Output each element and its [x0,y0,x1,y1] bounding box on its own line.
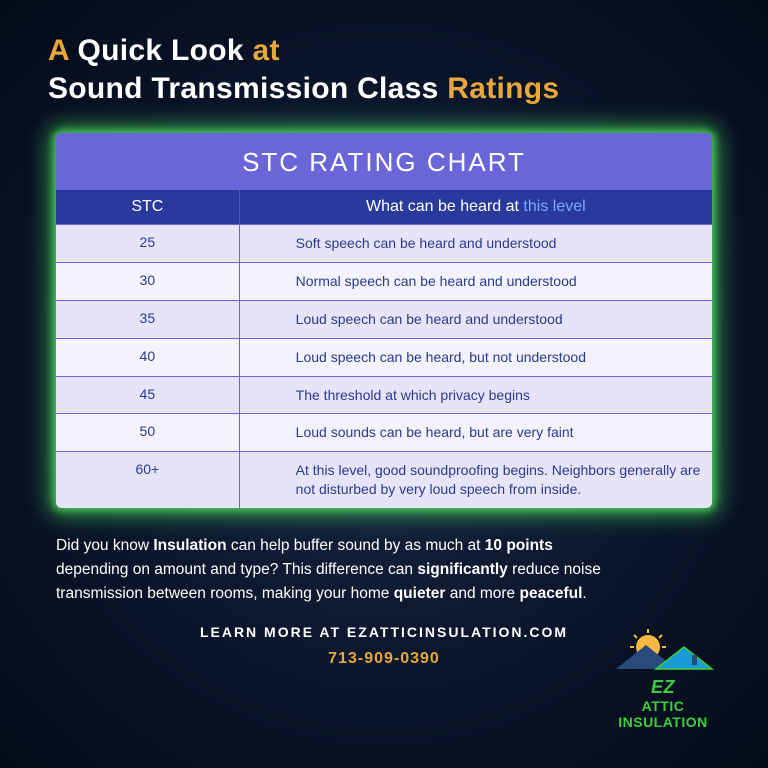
col-header-desc-prefix: What can be heard at [366,198,523,215]
chart-rows: 25Soft speech can be heard and understoo… [56,224,712,508]
page-title: A Quick Look at Sound Transmission Class… [48,32,720,107]
cell-stc: 35 [56,300,240,338]
col-header-desc: What can be heard at this level [240,190,712,224]
cell-stc: 45 [56,376,240,414]
cell-desc: Loud speech can be heard and understood [240,300,712,338]
chart-column-headers: STC What can be heard at this level [56,190,712,224]
title-part: Ratings [447,72,559,105]
title-part: A [48,34,69,67]
logo-graphic [608,625,718,679]
cell-desc: At this level, good soundproofing begins… [240,451,712,508]
body-paragraph: Did you know Insulation can help buffer … [56,534,616,606]
logo-ez: EZ [651,677,675,697]
cell-stc: 50 [56,413,240,451]
table-row: 25Soft speech can be heard and understoo… [56,224,712,262]
table-row: 60+At this level, good soundproofing beg… [56,451,712,508]
table-row: 45The threshold at which privacy begins [56,376,712,414]
cell-stc: 40 [56,338,240,376]
cell-stc: 30 [56,262,240,300]
table-row: 40Loud speech can be heard, but not unde… [56,338,712,376]
logo-text: EZ ATTIC INSULATION [598,677,728,730]
title-part: at [253,34,280,67]
cell-desc: Loud sounds can be heard, but are very f… [240,413,712,451]
title-part: Quick Look [69,34,253,67]
table-row: 50Loud sounds can be heard, but are very… [56,413,712,451]
title-part: Sound Transmission Class [48,72,447,105]
stc-chart: STC RATING CHART STC What can be heard a… [56,133,712,508]
cell-stc: 60+ [56,451,240,508]
cell-desc: Soft speech can be heard and understood [240,224,712,262]
logo-attic: ATTIC INSULATION [618,698,708,730]
table-row: 30Normal speech can be heard and underst… [56,262,712,300]
company-logo: EZ ATTIC INSULATION [598,625,728,730]
cell-desc: Loud speech can be heard, but not unders… [240,338,712,376]
cell-desc: The threshold at which privacy begins [240,376,712,414]
table-row: 35Loud speech can be heard and understoo… [56,300,712,338]
col-header-stc: STC [56,190,240,224]
cell-stc: 25 [56,224,240,262]
cell-desc: Normal speech can be heard and understoo… [240,262,712,300]
col-header-desc-link: this level [523,198,585,215]
chart-title: STC RATING CHART [56,133,712,190]
